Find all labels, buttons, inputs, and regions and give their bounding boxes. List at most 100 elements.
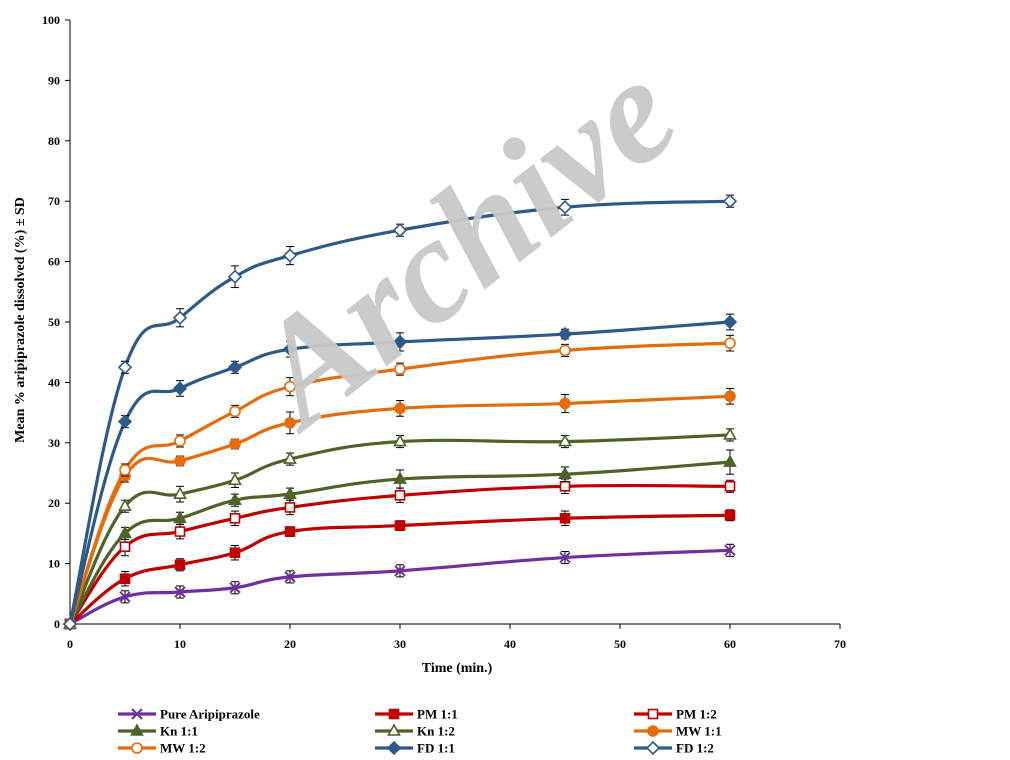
series-kn-1-1 [63,449,737,629]
data-point [229,512,241,524]
legend-label: Pure Aripiprazole [160,707,260,722]
y-axis-title: Mean % aripiprazole dissolved (%) ± SD [13,197,28,443]
data-point [394,490,406,501]
legend-item: Pure Aripiprazole [118,707,260,722]
data-point [228,472,242,486]
legend-swatch-marker [386,740,402,756]
data-point [557,326,573,342]
legend-label: FD 1:1 [417,741,455,756]
data-point [284,417,296,429]
y-tick-label: 50 [48,315,60,329]
data-point [174,455,186,467]
data-point [722,194,738,209]
data-point [724,390,736,403]
data-point [119,541,131,552]
x-tick-label: 60 [724,637,736,651]
y-tick-label: 80 [48,134,60,148]
data-point [724,337,736,349]
data-point [394,402,406,415]
legend-label: MW 1:2 [160,741,206,756]
y-tick-label: 60 [48,255,60,269]
legend-label: PM 1:2 [676,707,717,722]
marker-stroke [284,571,296,583]
data-point [284,380,296,393]
legend-swatch-marker [131,742,143,754]
legend-swatch-marker [130,723,144,736]
data-point [174,435,186,447]
x-tick-label: 40 [504,637,516,651]
data-point [558,466,572,480]
data-point [723,454,737,467]
data-point [284,502,296,513]
data-point [559,397,571,410]
legend-swatch-marker [131,708,143,720]
series-line [68,394,731,625]
y-tick-label: 10 [48,557,60,571]
data-point [393,433,407,447]
data-point [173,486,187,499]
legend-label: MW 1:1 [676,724,722,739]
data-point [118,498,132,512]
legend-swatch-marker [388,708,400,720]
x-tick-label: 20 [284,637,296,651]
data-point [282,342,298,357]
x-axis-title: Time (min.) [422,661,493,676]
data-point [284,526,296,537]
legend-label: Kn 1:2 [417,724,455,739]
data-point [174,526,186,537]
legend-item: FD 1:1 [375,741,455,756]
data-point [229,438,241,450]
series-mw-1-2 [64,334,736,630]
y-tick-label: 40 [48,375,60,389]
legend-swatch-marker [387,723,401,736]
marker-stroke [131,708,143,720]
x-tick-label: 70 [834,637,846,651]
data-point [229,405,241,418]
data-point [229,582,241,594]
x-tick-label: 10 [174,637,186,651]
legend-item: Kn 1:1 [118,723,198,739]
data-point [62,616,78,632]
data-point [394,520,406,531]
legend-swatch-marker [645,740,661,756]
marker-stroke [394,565,406,577]
data-point [174,586,186,598]
data-point [174,559,186,571]
data-point [229,547,241,559]
data-point [119,573,131,585]
series-pure-aripiprazole [64,543,736,630]
legend: Pure Aripiprazole PM 1:1 PM 1:2 Kn 1:1 Kn 1:… [118,707,722,756]
legend-swatch-marker [647,725,659,737]
data-point [173,510,187,524]
data-point [172,381,188,396]
y-tick-label: 20 [48,496,60,510]
data-point [117,414,133,429]
watermark-text: Archive [217,28,706,461]
series-layer [62,194,738,632]
data-point [724,509,736,521]
data-point [559,551,571,564]
data-point [724,544,736,557]
data-point [284,571,296,583]
marker-stroke [229,582,241,594]
data-point [228,492,242,505]
legend-label: Kn 1:1 [160,724,198,739]
series-pm-1-1 [64,509,736,630]
data-point [557,200,573,215]
data-point [282,248,298,263]
legend-item: PM 1:1 [375,707,458,722]
data-point [559,344,571,357]
data-point [118,525,132,539]
data-point [394,565,406,577]
marker-stroke [174,586,186,598]
data-point [722,314,738,330]
marker-stroke [724,544,736,557]
series-line [69,548,731,626]
y-tick-label: 90 [48,73,60,87]
data-point [227,269,243,284]
data-point [559,512,571,524]
data-point [283,486,297,499]
y-tick-label: 30 [48,436,60,450]
legend-item: MW 1:1 [634,724,722,739]
legend-item: Kn 1:2 [375,723,455,739]
